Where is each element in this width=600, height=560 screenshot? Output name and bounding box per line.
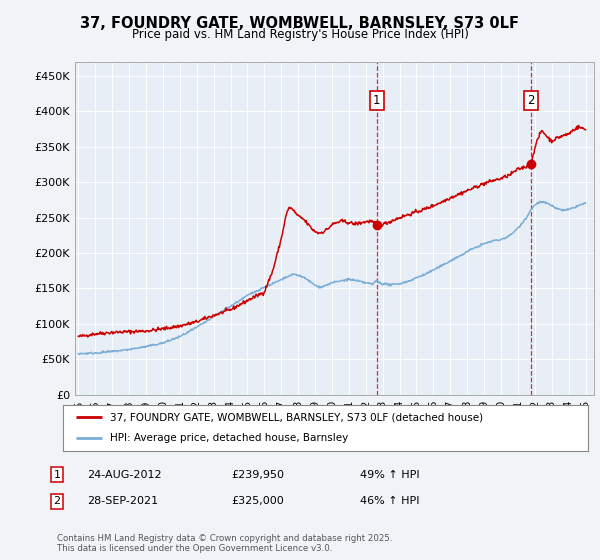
Text: 1: 1 [53,470,61,480]
Text: 24-AUG-2012: 24-AUG-2012 [87,470,161,480]
Text: 28-SEP-2021: 28-SEP-2021 [87,496,158,506]
Text: 1: 1 [373,94,380,107]
Text: 2: 2 [527,94,535,107]
Text: 2: 2 [53,496,61,506]
Text: Price paid vs. HM Land Registry's House Price Index (HPI): Price paid vs. HM Land Registry's House … [131,28,469,41]
Text: 37, FOUNDRY GATE, WOMBWELL, BARNSLEY, S73 0LF (detached house): 37, FOUNDRY GATE, WOMBWELL, BARNSLEY, S7… [110,412,484,422]
Text: £239,950: £239,950 [231,470,284,480]
Text: £325,000: £325,000 [231,496,284,506]
Text: 49% ↑ HPI: 49% ↑ HPI [360,470,419,480]
Text: 37, FOUNDRY GATE, WOMBWELL, BARNSLEY, S73 0LF: 37, FOUNDRY GATE, WOMBWELL, BARNSLEY, S7… [80,16,520,31]
Text: Contains HM Land Registry data © Crown copyright and database right 2025.
This d: Contains HM Land Registry data © Crown c… [57,534,392,553]
Text: 46% ↑ HPI: 46% ↑ HPI [360,496,419,506]
Text: HPI: Average price, detached house, Barnsley: HPI: Average price, detached house, Barn… [110,433,349,444]
